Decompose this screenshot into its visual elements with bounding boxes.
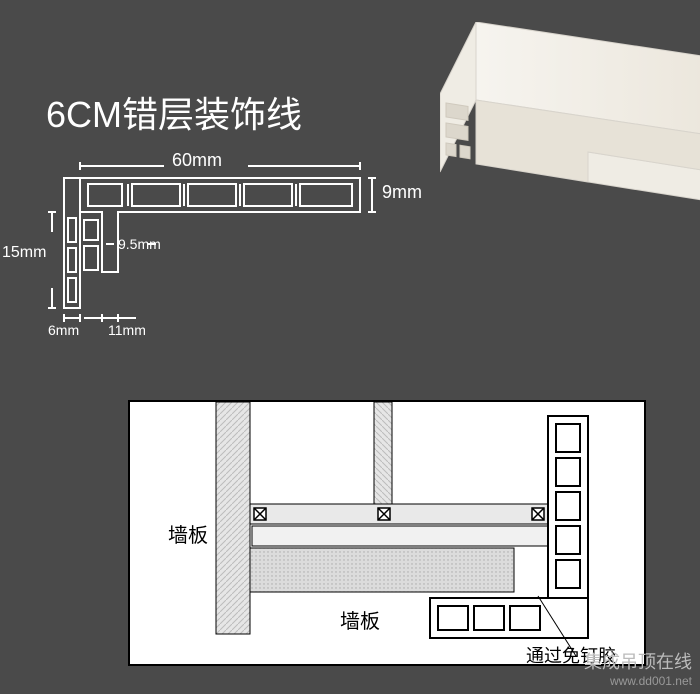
dim-left-h: 15mm	[2, 244, 46, 262]
page-title: 6CM错层装饰线	[46, 86, 302, 138]
product-3d-render	[440, 22, 700, 250]
watermark: 集成吊顶在线 www.dd001.net	[584, 648, 692, 688]
dim-right-h: 9mm	[382, 182, 422, 203]
dim-bottom-r: 11mm	[108, 322, 146, 338]
label-wall-left: 墙板	[168, 524, 208, 547]
watermark-brand: 集成吊顶在线	[584, 652, 692, 672]
dim-bottom-l: 6mm	[48, 322, 79, 338]
watermark-url: www.dd001.net	[584, 674, 692, 688]
install-diagram: 墙板 墙板 通过免钉胶	[130, 402, 648, 668]
label-wall-bottom: 墙板	[340, 610, 380, 633]
dim-inner-w: 9.5mm	[118, 236, 161, 252]
dim-top-width: 60mm	[172, 150, 222, 171]
install-diagram-panel: 墙板 墙板 通过免钉胶	[128, 400, 646, 666]
profile-cross-section	[28, 148, 408, 358]
